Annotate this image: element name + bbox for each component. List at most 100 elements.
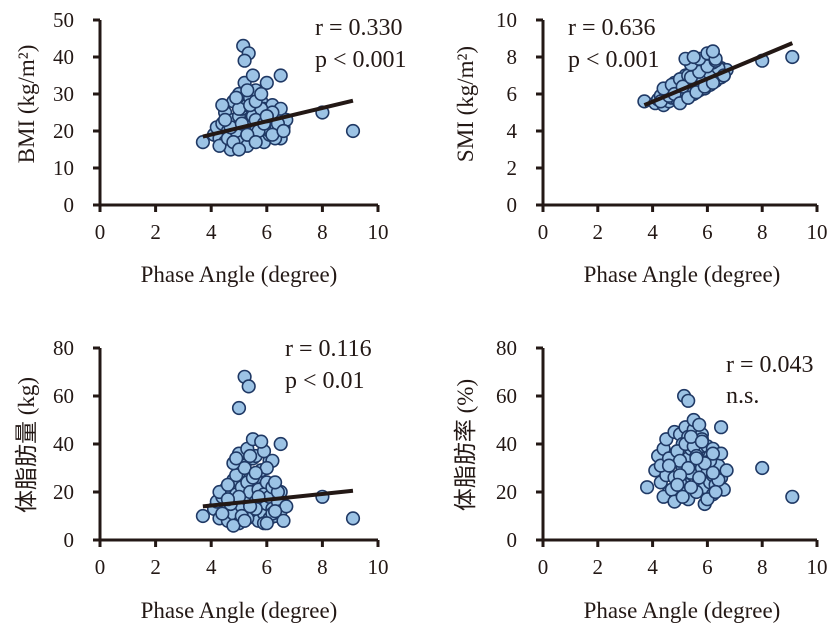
y-tick-label: 0 (64, 193, 75, 217)
y-tick-label: 10 (496, 8, 517, 32)
data-point (241, 379, 256, 394)
data-point (705, 446, 721, 461)
stat-p: p < 0.01 (285, 368, 365, 394)
x-tick-label: 4 (206, 555, 217, 579)
y-tick-label: 0 (64, 528, 75, 552)
x-tick-label: 2 (593, 555, 604, 579)
data-point (639, 480, 655, 495)
data-point (231, 142, 247, 157)
data-point (670, 477, 685, 492)
data-point (229, 90, 244, 105)
data-point (692, 470, 707, 485)
y-tick-label: 60 (53, 384, 74, 408)
panel-fat-mass: 体脂肪量 (kg) Phase Angle (degree) r = 0.116… (14, 336, 389, 623)
data-point (229, 451, 244, 466)
y-axis-title: BMI (kg/m²) (14, 45, 39, 164)
x-tick-label: 10 (368, 555, 389, 579)
data-point (708, 484, 723, 500)
x-tick-label: 0 (95, 220, 106, 244)
stat-r: r = 0.116 (285, 336, 372, 362)
data-point (689, 451, 704, 466)
panel-bmi: BMI (kg/m²) Phase Angle (degree) r = 0.3… (14, 8, 407, 287)
stat-r: r = 0.636 (568, 15, 656, 41)
data-point (268, 475, 283, 490)
data-point (254, 434, 269, 449)
data-point (218, 112, 233, 127)
data-point (215, 97, 230, 113)
y-tick-label: 8 (507, 45, 518, 69)
x-axis-title: Phase Angle (degree) (141, 262, 338, 287)
data-point (683, 480, 699, 495)
data-point (259, 75, 274, 90)
x-tick-label: 6 (702, 220, 713, 244)
y-tick-label: 20 (496, 480, 517, 504)
y-tick-label: 40 (53, 432, 74, 456)
y-tick-label: 40 (496, 432, 517, 456)
data-point (273, 436, 288, 452)
x-tick-label: 6 (262, 555, 273, 579)
trendline (202, 488, 354, 509)
data-point (268, 504, 283, 519)
data-point (345, 511, 361, 526)
x-tick-label: 8 (317, 220, 328, 244)
data-point (661, 458, 677, 473)
x-tick-label: 6 (262, 220, 273, 244)
data-point (345, 123, 361, 139)
data-point (215, 506, 230, 521)
data-point (694, 434, 710, 449)
y-tick-label: 20 (53, 480, 74, 504)
y-tick-label: 0 (507, 528, 518, 552)
x-tick-label: 10 (807, 555, 828, 579)
y-tick-label: 60 (496, 384, 517, 408)
data-point (681, 393, 696, 408)
data-point (785, 49, 800, 65)
x-tick-label: 2 (150, 220, 161, 244)
data-point (705, 465, 721, 480)
x-tick-label: 8 (317, 555, 328, 579)
data-point (705, 44, 721, 59)
data-point (713, 420, 729, 435)
stat-p: p < 0.001 (568, 47, 660, 73)
y-tick-label: 10 (53, 156, 74, 180)
x-tick-label: 8 (757, 220, 768, 244)
y-tick-label: 80 (53, 336, 74, 360)
y-tick-label: 80 (496, 336, 517, 360)
x-tick-label: 10 (368, 220, 389, 244)
data-point (231, 400, 247, 416)
panel-smi: SMI (kg/m²) Phase Angle (degree) r = 0.6… (453, 8, 828, 287)
trendline (643, 41, 794, 107)
y-axis-title: 体脂肪量 (kg) (14, 377, 39, 513)
x-tick-label: 10 (807, 220, 828, 244)
x-axis-title: Phase Angle (degree) (584, 598, 781, 623)
x-tick-label: 4 (206, 220, 217, 244)
data-point (276, 513, 291, 528)
panel-fat-percent: 体脂肪率 (%) Phase Angle (degree) r = 0.043 … (453, 336, 828, 623)
x-tick-label: 4 (647, 220, 658, 244)
data-point (276, 123, 291, 139)
y-tick-label: 20 (53, 119, 74, 143)
data-point (755, 460, 770, 476)
data-point (240, 83, 255, 98)
x-tick-label: 6 (702, 555, 713, 579)
y-tick-label: 4 (507, 119, 518, 143)
y-axis-title: 体脂肪率 (%) (453, 379, 478, 511)
data-point (675, 489, 690, 504)
data-point (273, 68, 288, 83)
x-tick-label: 2 (593, 220, 604, 244)
x-tick-label: 0 (538, 555, 549, 579)
y-tick-label: 6 (507, 82, 518, 106)
data-point (254, 86, 269, 102)
data-point (719, 463, 734, 478)
trendline (202, 98, 354, 139)
x-tick-label: 4 (647, 555, 658, 579)
x-axis-title: Phase Angle (degree) (584, 262, 781, 287)
y-tick-label: 40 (53, 45, 74, 69)
y-tick-label: 50 (53, 8, 74, 32)
y-tick-label: 0 (507, 193, 518, 217)
data-point (245, 68, 260, 83)
data-point (237, 53, 252, 68)
data-point (195, 508, 210, 524)
data-point (259, 516, 274, 531)
stat-p: p < 0.001 (315, 47, 407, 73)
